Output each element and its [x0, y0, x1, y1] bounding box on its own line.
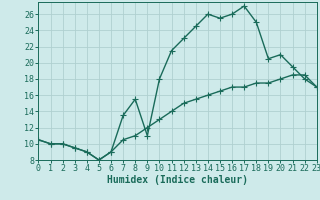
X-axis label: Humidex (Indice chaleur): Humidex (Indice chaleur)	[107, 175, 248, 185]
